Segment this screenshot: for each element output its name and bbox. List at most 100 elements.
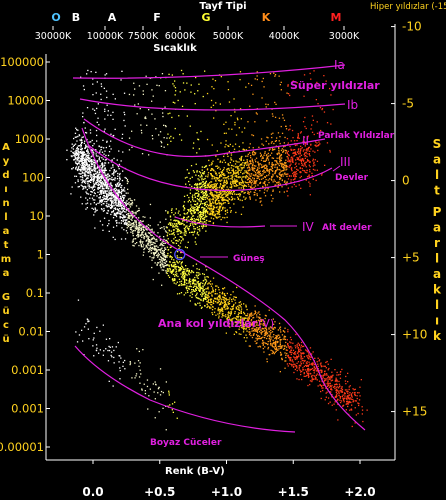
star-point xyxy=(222,314,224,316)
star-point xyxy=(183,284,185,286)
star-point xyxy=(97,187,99,189)
star-point xyxy=(325,392,327,394)
star-point xyxy=(160,248,162,250)
star-point xyxy=(182,218,184,220)
star-point xyxy=(197,280,200,283)
star-point xyxy=(105,178,108,180)
star-point xyxy=(254,181,256,183)
star-point xyxy=(253,177,255,180)
star-point xyxy=(116,183,118,185)
star-point xyxy=(113,198,115,200)
star-point xyxy=(82,151,84,153)
star-point xyxy=(339,390,341,392)
star-point xyxy=(86,192,88,194)
star-point xyxy=(157,232,159,234)
star-point xyxy=(277,341,279,343)
star-point xyxy=(126,203,128,205)
star-point xyxy=(101,199,104,201)
star-point xyxy=(121,227,123,229)
star-point xyxy=(81,151,83,153)
star-point xyxy=(272,190,274,192)
star-point xyxy=(315,179,317,182)
star-point xyxy=(356,397,358,400)
star-point xyxy=(184,230,186,232)
star-point xyxy=(82,167,84,169)
star-point xyxy=(211,213,213,215)
star-point xyxy=(198,298,200,300)
star-point xyxy=(253,316,255,319)
star-point xyxy=(291,129,294,132)
star-point xyxy=(190,217,193,219)
star-point xyxy=(203,192,206,194)
star-point xyxy=(259,197,261,199)
star-point xyxy=(81,141,83,144)
star-point xyxy=(237,308,239,310)
star-point xyxy=(78,161,80,163)
star-point xyxy=(226,216,228,218)
star-point xyxy=(232,168,234,170)
star-point xyxy=(313,161,315,163)
star-point xyxy=(336,389,338,391)
star-point xyxy=(166,270,168,272)
star-point xyxy=(228,164,230,166)
star-point xyxy=(336,374,338,376)
star-point xyxy=(113,171,115,173)
star-point xyxy=(298,343,301,346)
star-point xyxy=(99,165,101,167)
star-point xyxy=(110,192,112,194)
star-point xyxy=(97,174,99,177)
star-point xyxy=(238,328,240,330)
star-point xyxy=(230,184,232,186)
star-point xyxy=(108,219,110,222)
star-point xyxy=(287,354,289,356)
star-point xyxy=(119,204,121,206)
star-point xyxy=(93,179,95,181)
star-point xyxy=(230,181,232,183)
star-point xyxy=(286,173,288,175)
star-point xyxy=(265,331,267,333)
star-point xyxy=(81,163,83,165)
star-point xyxy=(306,160,309,162)
star-point xyxy=(108,178,110,180)
star-point xyxy=(140,244,142,246)
star-point xyxy=(195,183,197,185)
star-point xyxy=(114,214,116,216)
star-point xyxy=(122,170,124,172)
star-point xyxy=(164,262,166,264)
star-point xyxy=(266,331,268,334)
star-point xyxy=(181,276,183,278)
star-point xyxy=(284,173,286,176)
star-point xyxy=(216,189,218,191)
star-point xyxy=(146,245,148,247)
star-point xyxy=(200,172,202,174)
star-point xyxy=(297,347,299,349)
star-point xyxy=(332,374,334,376)
star-point xyxy=(284,149,286,151)
star-point xyxy=(154,252,157,254)
star-point xyxy=(212,277,215,279)
star-point xyxy=(345,375,347,378)
star-point xyxy=(264,334,266,336)
star-point xyxy=(129,227,131,229)
star-point xyxy=(189,177,191,180)
star-point xyxy=(137,231,139,233)
star-point xyxy=(306,349,308,352)
star-point xyxy=(267,340,269,343)
star-point xyxy=(72,155,74,157)
star-point xyxy=(203,195,205,197)
star-point xyxy=(294,152,297,155)
star-point xyxy=(101,163,104,165)
star-point xyxy=(205,222,207,224)
star-point xyxy=(86,169,88,171)
star-point xyxy=(177,275,179,278)
star-point xyxy=(246,164,248,166)
star-point xyxy=(163,259,165,262)
star-point xyxy=(182,276,184,278)
star-point xyxy=(289,351,292,354)
star-point xyxy=(279,340,281,342)
star-point xyxy=(203,171,206,173)
star-point xyxy=(203,173,205,175)
star-point xyxy=(214,183,216,185)
star-point xyxy=(298,364,300,367)
star-point xyxy=(277,349,279,351)
